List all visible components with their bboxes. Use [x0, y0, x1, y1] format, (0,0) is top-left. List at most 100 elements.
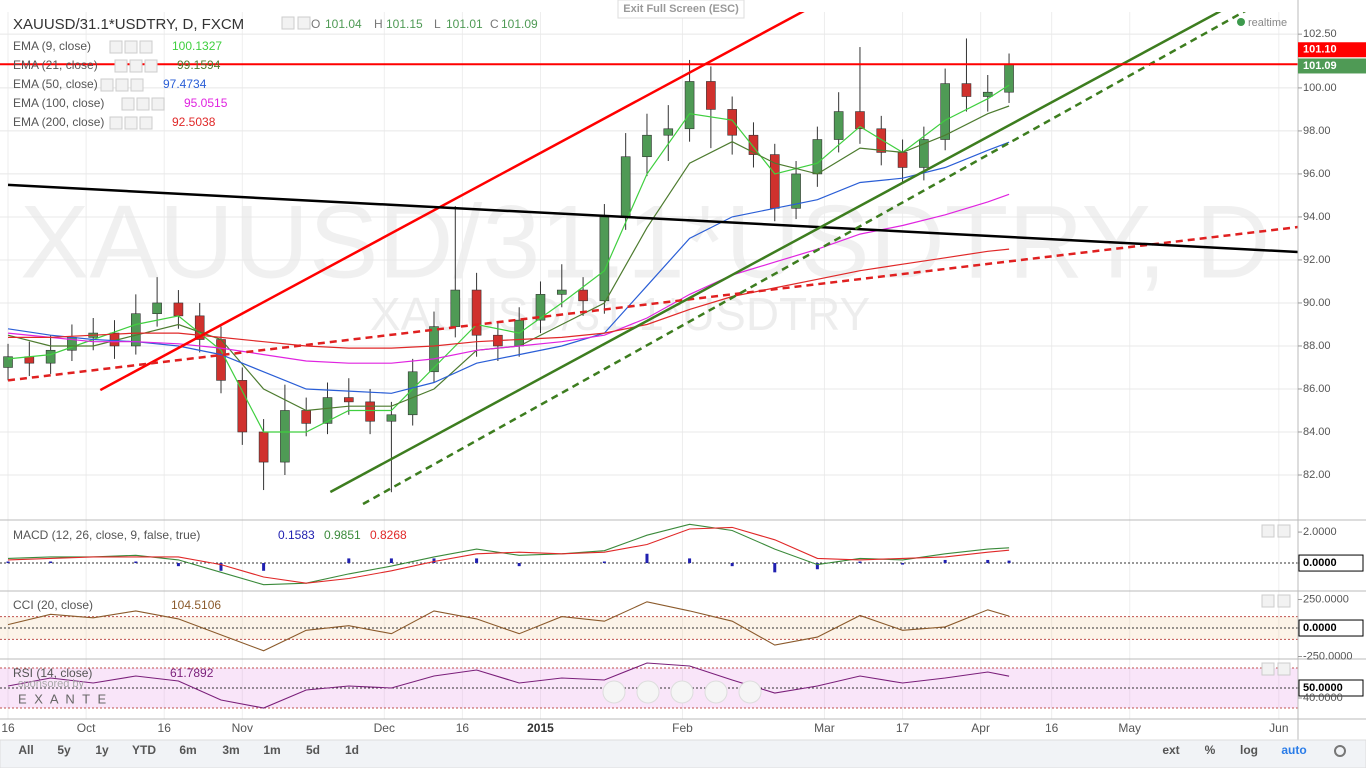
x-tick-label: May	[1118, 721, 1141, 735]
ohlc-key: H	[374, 17, 383, 31]
range-button[interactable]: 6m	[179, 743, 196, 757]
candle-body	[1004, 64, 1014, 93]
x-tick-label: 16	[158, 721, 172, 735]
indicator-line	[7, 662, 1010, 709]
trendline	[7, 225, 1298, 382]
x-tick-label: 16	[1, 721, 15, 735]
candle-body	[791, 173, 801, 209]
range-button[interactable]: YTD	[132, 743, 156, 757]
y-tick-label: 94.00	[1303, 211, 1331, 223]
pane-button[interactable]	[1261, 594, 1275, 608]
y-tick-label: 2.0000	[1303, 526, 1337, 538]
legend-icon[interactable]	[129, 59, 143, 73]
settings-icon[interactable]	[1334, 745, 1346, 757]
legend-icon[interactable]	[144, 59, 158, 73]
candle-body	[940, 83, 950, 140]
icon-button[interactable]	[281, 16, 295, 30]
price-tag-label: 101.10	[1303, 44, 1337, 56]
ohlc-value: 101.15	[386, 17, 423, 31]
exit-fullscreen-button[interactable]	[617, 0, 745, 19]
pane-button[interactable]	[1261, 524, 1275, 538]
candle-body	[620, 156, 631, 218]
y-tick-label: 98.00	[1303, 125, 1331, 137]
legend-icon[interactable]	[139, 116, 153, 130]
candle-body	[173, 302, 184, 317]
pane-button[interactable]	[1277, 524, 1291, 538]
trendline	[99, 12, 805, 392]
legend-value: 95.0515	[184, 96, 228, 110]
trendline	[329, 12, 1222, 494]
trendline	[7, 183, 1298, 254]
ema-line	[7, 141, 1010, 394]
legend-icon[interactable]	[136, 97, 150, 111]
scale-button[interactable]: log	[1240, 743, 1258, 757]
nav-button[interactable]	[738, 680, 762, 704]
pane	[0, 12, 1298, 506]
y-tick-label: 82.00	[1303, 469, 1331, 481]
nav-button[interactable]	[704, 680, 728, 704]
range-button[interactable]: 1y	[95, 743, 109, 757]
range-button[interactable]: 3m	[222, 743, 239, 757]
legend-icon[interactable]	[124, 40, 138, 54]
candle-body	[471, 289, 482, 336]
scale-button[interactable]: auto	[1281, 743, 1306, 757]
exit-fullscreen-label[interactable]: Exit Full Screen (ESC)	[623, 3, 739, 15]
y-tick-label: 102.50	[1303, 28, 1337, 40]
range-button[interactable]: 5d	[306, 743, 320, 757]
range-button[interactable]: 1d	[345, 743, 359, 757]
legend-label: EMA (50, close)	[13, 77, 98, 91]
legend-icon[interactable]	[114, 59, 128, 73]
nav-button[interactable]	[670, 680, 694, 704]
pane-value: 0.1583	[278, 528, 315, 542]
legend-icon[interactable]	[139, 40, 153, 54]
y-tick-label: 86.00	[1303, 383, 1331, 395]
legend-icon[interactable]	[100, 78, 114, 92]
scale-button[interactable]: %	[1205, 743, 1216, 757]
candle-body	[812, 139, 823, 175]
range-button[interactable]: 5y	[57, 743, 71, 757]
nav-button[interactable]	[636, 680, 660, 704]
candle-body	[748, 134, 759, 155]
x-tick-label: Oct	[77, 721, 96, 735]
legend-icon[interactable]	[109, 40, 123, 54]
toolbar-buttons: All 5y 1y YTD 6m 3m 1m 5d 1d ext% log auto	[18, 743, 1306, 757]
x-tick-label: Apr	[971, 721, 990, 735]
range-button[interactable]: 1m	[263, 743, 280, 757]
legend-icon[interactable]	[151, 97, 165, 111]
sponsor-text: sponsored by	[18, 678, 85, 690]
indicator-line	[7, 601, 1010, 652]
realtime-dot	[1237, 18, 1245, 26]
y-tick-label: 0.0000	[1303, 622, 1337, 634]
legend-icon[interactable]	[130, 78, 144, 92]
candle-body	[322, 397, 333, 424]
indicator-line	[7, 523, 1010, 586]
legend-value: 97.4734	[163, 77, 207, 91]
legend-icon[interactable]	[124, 116, 138, 130]
candle-body	[407, 371, 418, 416]
value-box	[1298, 554, 1364, 572]
icon-button[interactable]	[297, 16, 311, 30]
ohlc-key: L	[434, 17, 441, 31]
indicator-line	[7, 526, 1010, 584]
pane-button[interactable]	[1261, 662, 1275, 676]
ohlc-key: O	[311, 17, 320, 31]
pane-title: RSI (14, close)	[13, 666, 92, 680]
pane-button[interactable]	[1277, 594, 1291, 608]
pane-value: 61.7892	[170, 666, 214, 680]
scale-button[interactable]: ext	[1162, 743, 1179, 757]
candle-body	[556, 289, 567, 295]
range-button[interactable]: All	[18, 743, 33, 757]
pane-title: MACD (12, 26, close, 9, false, true)	[13, 528, 200, 542]
candle-body	[343, 397, 354, 403]
legend-icon[interactable]	[109, 116, 123, 130]
y-tick-label: 250.0000	[1303, 593, 1349, 605]
pane-value: 0.9851	[324, 528, 361, 542]
legend-icon[interactable]	[121, 97, 135, 111]
y-tick-label: -250.0000	[1303, 650, 1353, 662]
nav-button[interactable]	[602, 680, 626, 704]
legend-icon[interactable]	[115, 78, 129, 92]
pane-button[interactable]	[1277, 662, 1291, 676]
symbol-title: XAUUSD/31.1*USDTRY, D, FXCM	[13, 16, 244, 33]
candle-body	[727, 109, 737, 136]
